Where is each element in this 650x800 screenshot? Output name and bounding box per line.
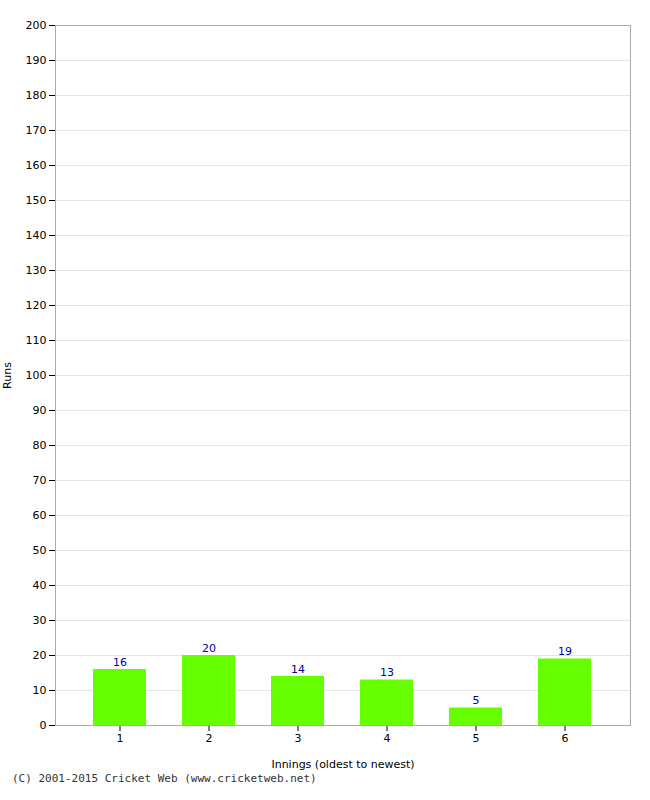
svg-text:130: 130 — [26, 264, 47, 277]
svg-text:14: 14 — [291, 663, 305, 676]
svg-text:100: 100 — [26, 369, 47, 382]
svg-text:120: 120 — [26, 299, 47, 312]
svg-text:Runs: Runs — [1, 362, 14, 389]
svg-text:110: 110 — [26, 334, 47, 347]
svg-text:80: 80 — [33, 439, 47, 452]
svg-text:90: 90 — [33, 404, 47, 417]
svg-text:160: 160 — [26, 159, 47, 172]
svg-text:2: 2 — [206, 732, 213, 745]
svg-text:190: 190 — [26, 54, 47, 67]
svg-text:70: 70 — [33, 474, 47, 487]
svg-text:180: 180 — [26, 89, 47, 102]
svg-text:5: 5 — [473, 694, 480, 707]
svg-text:170: 170 — [26, 124, 47, 137]
svg-text:20: 20 — [202, 642, 216, 655]
svg-text:200: 200 — [26, 19, 47, 32]
svg-text:6: 6 — [562, 732, 569, 745]
svg-text:10: 10 — [33, 684, 47, 697]
svg-text:4: 4 — [384, 732, 391, 745]
svg-text:16: 16 — [113, 656, 127, 669]
svg-text:0: 0 — [40, 719, 47, 732]
svg-text:1: 1 — [117, 732, 124, 745]
svg-text:30: 30 — [33, 614, 47, 627]
svg-text:50: 50 — [33, 544, 47, 557]
svg-text:19: 19 — [558, 645, 572, 658]
svg-text:Innings (oldest to newest): Innings (oldest to newest) — [271, 758, 414, 771]
svg-text:150: 150 — [26, 194, 47, 207]
svg-text:40: 40 — [33, 579, 47, 592]
svg-text:13: 13 — [380, 666, 394, 679]
svg-text:3: 3 — [295, 732, 302, 745]
html-text:(C) 2001-2015 Cricket Web (www: (C) 2001-2015 Cricket Web (www.cricketwe… — [12, 772, 317, 785]
svg-text:20: 20 — [33, 649, 47, 662]
svg-text:140: 140 — [26, 229, 47, 242]
svg-text:5: 5 — [473, 732, 480, 745]
svg-text:60: 60 — [33, 509, 47, 522]
